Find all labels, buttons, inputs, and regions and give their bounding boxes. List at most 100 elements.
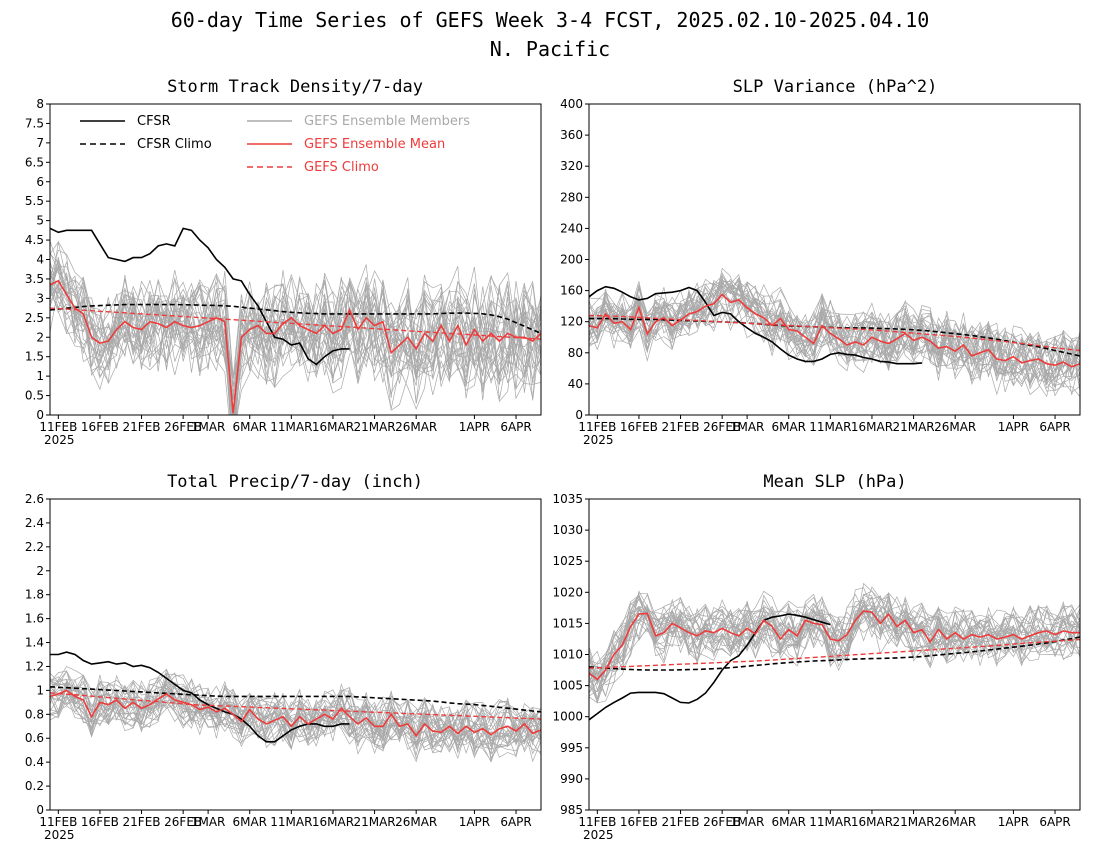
y-tick-label: 1005 [552, 679, 583, 693]
x-tick-label: 6MAR [232, 420, 267, 434]
y-tick-label: 6.5 [25, 155, 44, 169]
y-tick-label: 0.5 [25, 389, 44, 403]
series-gefs-climo [589, 638, 1080, 669]
figure-title: 60-day Time Series of GEFS Week 3-4 FCST… [171, 8, 930, 32]
x-tick-label: 1APR [998, 420, 1029, 434]
x-tick-label: 16MAR [851, 815, 893, 829]
y-tick-label: 360 [560, 128, 583, 142]
plot-area [50, 651, 541, 763]
ensemble-member-line [50, 286, 541, 415]
y-tick-label: 1 [36, 683, 44, 697]
x-tick-label: 11FEB [39, 815, 77, 829]
ensemble-member-line [589, 284, 1080, 388]
series-cfsr-climo [50, 686, 541, 713]
y-tick-label: 1.2 [25, 659, 44, 673]
y-tick-label: 160 [560, 284, 583, 298]
x-year-label: 2025 [44, 828, 75, 842]
series-gefs-climo [589, 314, 1080, 352]
ensemble-member-line [50, 265, 541, 415]
y-tick-label: 120 [560, 315, 583, 329]
ensemble-member-line [50, 688, 541, 759]
panel-slp-variance: SLP Variance (hPa^2) 0 40 80 120 160 200 240 280… [560, 77, 1081, 447]
x-tick-label: 21FEB [123, 420, 161, 434]
ensemble-member-line [50, 681, 541, 746]
y-tick-label: 2.5 [25, 311, 44, 325]
y-tick-label: 1020 [552, 585, 583, 599]
plot-area [50, 227, 541, 415]
y-tick-label: 0.2 [25, 779, 44, 793]
y-tick-label: 0.4 [25, 755, 44, 769]
x-tick-label: 26FEB [164, 815, 202, 829]
x-tick-label: 6MAR [232, 815, 267, 829]
ensemble-member-line [589, 283, 1080, 390]
y-tick-label: 0 [575, 408, 583, 422]
y-tick-label: 1015 [552, 616, 583, 630]
ensemble-member-line [589, 276, 1080, 384]
x-tick-label: 16MAR [312, 420, 354, 434]
y-tick-label: 1000 [552, 710, 583, 724]
x-tick-label: 11FEB [578, 815, 616, 829]
y-tick-label: 1 [36, 369, 44, 383]
ensemble-member-line [589, 586, 1080, 684]
panel-total-precip: Total Precip/7-day (inch)00.20.40.60.811… [25, 472, 542, 842]
series-cfsr-climo [50, 303, 541, 335]
panel-storm-track-density: Storm Track Density/7-day 0 0.5 1 1.5 2 2.5 3 3.… [25, 77, 542, 447]
panel-title: Mean SLP (hPa) [763, 472, 906, 492]
y-tick-label: 400 [560, 97, 583, 111]
ensemble-member-line [50, 281, 541, 415]
y-tick-label: 6 [36, 175, 44, 189]
series-gefs-ensemble-mean [589, 293, 1080, 368]
x-tick-label: 21MAR [892, 815, 934, 829]
x-tick-label: 21MAR [892, 420, 934, 434]
y-tick-label: 0 [36, 408, 44, 422]
x-tick-label: 26MAR [934, 420, 976, 434]
series-cfsr-climo [589, 636, 1080, 671]
ensemble-member-line [50, 683, 541, 763]
x-tick-label: 6APR [500, 815, 531, 829]
series-gefs-climo [50, 692, 541, 720]
y-tick-label: 0.8 [25, 707, 44, 721]
y-tick-label: 3 [36, 291, 44, 305]
y-tick-label: 1030 [552, 523, 583, 537]
legend: CFSR CFSR Climo GEFS Ensemble Members GEFS … [80, 114, 470, 175]
y-tick-label: 2.6 [25, 492, 44, 506]
y-tick-label: 5.5 [25, 194, 44, 208]
y-tick-label: 0.6 [25, 731, 44, 745]
panel-title: Total Precip/7-day (inch) [167, 472, 423, 492]
x-tick-label: 21FEB [662, 815, 700, 829]
x-tick-label: 16FEB [620, 815, 658, 829]
series-cfsr [50, 651, 350, 743]
ensemble-member-line [50, 260, 541, 415]
plot-area [589, 267, 1080, 398]
ensemble-member-line [50, 265, 541, 415]
x-tick-label: 26MAR [934, 815, 976, 829]
x-tick-label: 16FEB [620, 420, 658, 434]
x-year-label: 2025 [583, 828, 614, 842]
y-tick-label: 1.5 [25, 350, 44, 364]
y-tick-label: 2 [36, 330, 44, 344]
series-cfsr [589, 613, 831, 721]
x-tick-label: 26FEB [703, 420, 741, 434]
x-tick-label: 1MAR [730, 815, 765, 829]
y-tick-label: 200 [560, 253, 583, 267]
y-tick-label: 1035 [552, 492, 583, 506]
ensemble-member-line [50, 270, 541, 415]
legend-label: GEFS Ensemble Mean [304, 137, 445, 152]
y-tick-label: 990 [560, 772, 583, 786]
y-tick-label: 5 [36, 214, 44, 228]
ensemble-member-line [50, 288, 541, 415]
ensemble-member-line [589, 281, 1080, 372]
ensemble-member-line [50, 259, 541, 400]
x-year-label: 2025 [44, 433, 75, 447]
x-tick-label: 11MAR [270, 420, 312, 434]
x-tick-label: 6MAR [771, 420, 806, 434]
y-tick-label: 320 [560, 159, 583, 173]
y-tick-label: 2.4 [25, 516, 44, 530]
series-gefs-climo [50, 307, 541, 340]
x-tick-label: 11MAR [809, 815, 851, 829]
y-tick-label: 0 [36, 803, 44, 817]
legend-label: GEFS Climo [304, 160, 379, 175]
y-tick-label: 240 [560, 221, 583, 235]
ensemble-member-line [589, 282, 1080, 363]
